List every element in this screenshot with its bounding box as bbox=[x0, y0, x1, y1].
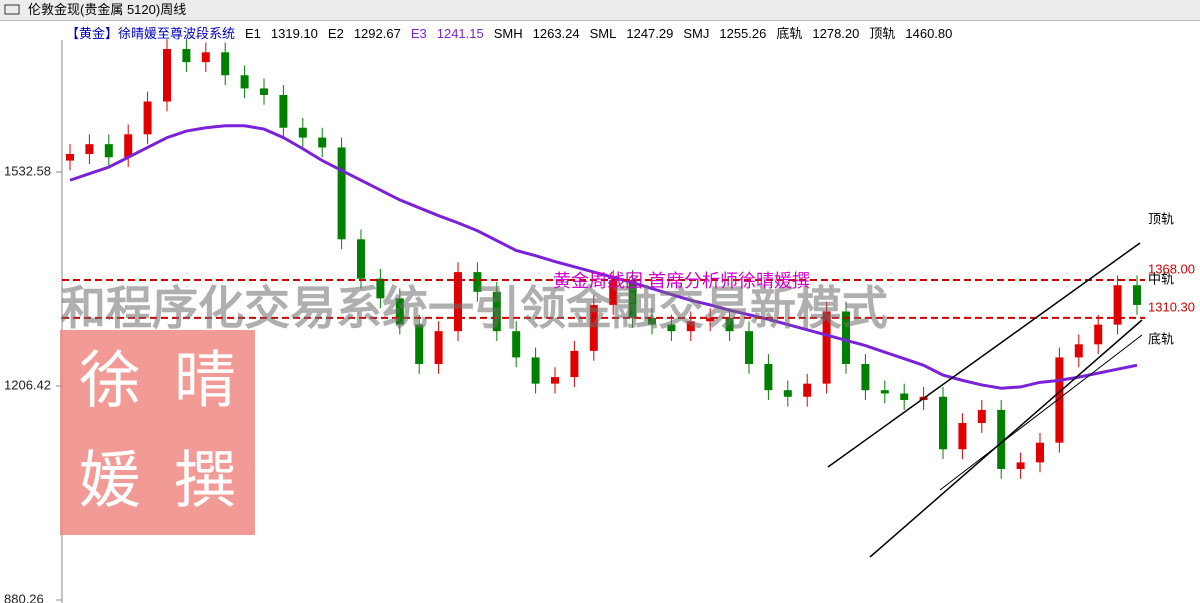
candle-body bbox=[1036, 442, 1044, 463]
stamp-char: 媛 bbox=[79, 446, 141, 515]
candle-body bbox=[201, 52, 210, 63]
candle-body bbox=[434, 331, 443, 364]
indicator-label: 顶轨 bbox=[869, 26, 896, 41]
candle-body bbox=[395, 298, 404, 325]
indicator-label: E1 bbox=[245, 26, 261, 41]
icon bbox=[4, 4, 20, 15]
channel-line bbox=[869, 319, 1143, 558]
candle-body bbox=[124, 134, 133, 158]
candle-body bbox=[1074, 344, 1083, 358]
indicator-value: 1278.20 bbox=[812, 26, 860, 41]
candle-body bbox=[1133, 285, 1141, 305]
candle-body bbox=[570, 350, 579, 378]
candle-body bbox=[764, 363, 773, 391]
candle-body bbox=[609, 279, 618, 305]
candle-body bbox=[648, 318, 656, 325]
indicator-label: E2 bbox=[327, 26, 344, 41]
indicator-label: SMJ bbox=[683, 26, 710, 41]
candle-body bbox=[880, 390, 889, 394]
channel-line bbox=[827, 242, 1141, 468]
candle-body bbox=[279, 94, 288, 128]
candle-body bbox=[376, 278, 385, 299]
y-tick-label: 880.26 bbox=[4, 591, 44, 603]
stamp-char: 撰 bbox=[174, 446, 236, 515]
candle-body bbox=[842, 311, 850, 364]
candle-body bbox=[745, 331, 753, 364]
candle-body bbox=[473, 272, 482, 292]
candle-body bbox=[686, 321, 695, 332]
candle-body bbox=[357, 239, 365, 279]
candle-body bbox=[240, 75, 249, 89]
candle-body bbox=[318, 137, 327, 148]
y-tick-label: 1206.42 bbox=[4, 377, 51, 392]
candle-body bbox=[706, 318, 715, 322]
candle-body bbox=[260, 88, 268, 95]
candle-body bbox=[667, 324, 676, 332]
level-label: 1310.30 bbox=[1148, 299, 1195, 314]
indicator-label: E3 bbox=[410, 26, 427, 41]
candle-body bbox=[415, 324, 424, 364]
candle-body bbox=[628, 279, 637, 319]
indicator-value: 1255.26 bbox=[719, 26, 767, 41]
candle-body bbox=[725, 318, 734, 332]
candle-body bbox=[85, 144, 94, 155]
indicator-row: 【黄金】徐晴媛至尊波段系统 E1 1319.10 E2 1292.67 E3 1241.15… bbox=[66, 23, 962, 42]
level-label: 1368.00 bbox=[1148, 261, 1195, 276]
band-label: 底轨 bbox=[1148, 331, 1174, 346]
candle-body bbox=[589, 304, 598, 351]
candle-body bbox=[977, 409, 986, 424]
candle-body bbox=[221, 52, 230, 76]
y-tick-label: 1532.58 bbox=[4, 163, 51, 178]
title-bar: 伦敦金现(贵金属 5120)周线 bbox=[0, 0, 1200, 21]
candle-body bbox=[900, 393, 909, 401]
indicator-value: 1241.15 bbox=[436, 26, 484, 41]
stamp-char: 晴 bbox=[174, 346, 236, 415]
indicator-value: 1263.24 bbox=[532, 26, 580, 41]
stamp bbox=[60, 330, 255, 535]
candle-body bbox=[1113, 285, 1122, 325]
candle-body bbox=[298, 127, 307, 138]
band-label: 顶轨 bbox=[1148, 211, 1174, 226]
candle-body bbox=[66, 154, 74, 161]
indicator-label: SMH bbox=[493, 26, 523, 41]
channel-line bbox=[939, 334, 1143, 491]
candle-body bbox=[1016, 462, 1025, 469]
indicator-value: 1460.80 bbox=[905, 26, 953, 41]
candle-body bbox=[163, 49, 171, 102]
candle-body bbox=[783, 390, 792, 397]
candle-body bbox=[492, 291, 501, 332]
candle-body bbox=[861, 363, 870, 391]
candle-body bbox=[337, 147, 346, 240]
caption: 黄金周线图 首席分析师徐晴媛撰 bbox=[553, 271, 810, 291]
candle-body bbox=[531, 357, 540, 384]
candle-body bbox=[512, 331, 521, 358]
indicator-value: 1292.67 bbox=[353, 26, 401, 41]
candle-body bbox=[182, 49, 191, 63]
moving-average bbox=[69, 124, 1138, 390]
candle-body bbox=[104, 144, 113, 158]
stamp-char: 徐 bbox=[79, 346, 141, 415]
indicator-label: 底轨 bbox=[776, 26, 803, 41]
indicator-value: 1319.10 bbox=[270, 26, 318, 41]
candle-body bbox=[1094, 324, 1103, 345]
candle-body bbox=[958, 423, 967, 450]
indicator-value: 1247.29 bbox=[626, 26, 674, 41]
candle-body bbox=[803, 383, 812, 397]
candle-body bbox=[143, 101, 152, 135]
candle-body bbox=[454, 272, 462, 332]
candle-body bbox=[1055, 357, 1064, 443]
candle-body bbox=[551, 377, 559, 384]
indicator-label: SML bbox=[589, 26, 617, 41]
candle-body bbox=[997, 409, 1006, 469]
candle-body bbox=[822, 311, 831, 384]
indicator-name: 【黄金】徐晴媛至尊波段系统 bbox=[66, 26, 236, 41]
band-label: 中轨 bbox=[1148, 271, 1174, 286]
window-title: 伦敦金现(贵金属 5120)周线 bbox=[28, 2, 187, 17]
candle-body bbox=[939, 396, 947, 450]
watermark: 和程序化交易系统一引领金融交易新模式 bbox=[60, 282, 888, 334]
